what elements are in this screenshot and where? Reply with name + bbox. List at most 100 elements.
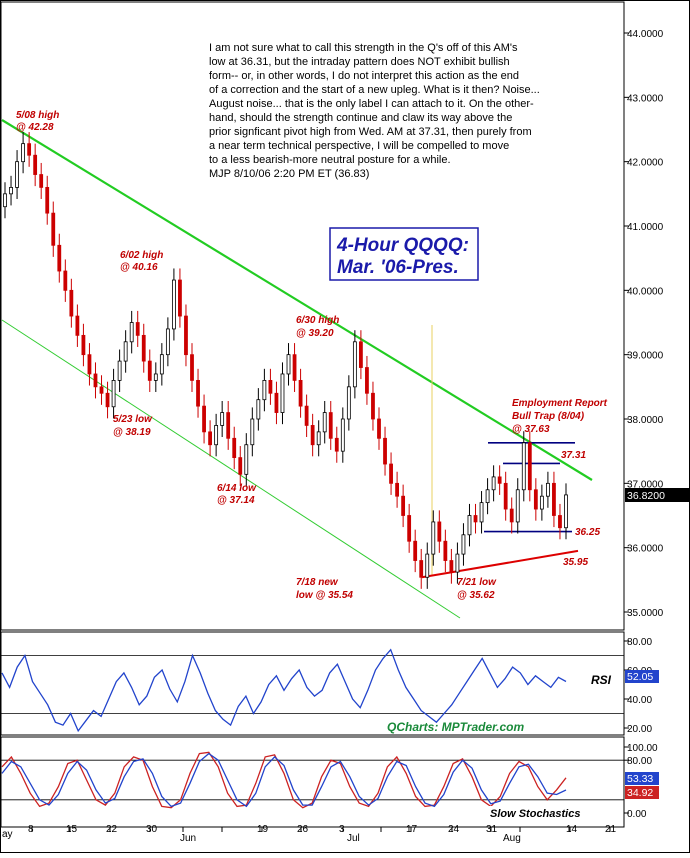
price-candle-body	[99, 386, 104, 394]
price-candle-body	[371, 392, 375, 420]
rsi-label: RSI	[591, 673, 612, 687]
annotation-label: low @ 35.54	[296, 590, 353, 601]
price-candle-body	[220, 412, 225, 426]
price-candle-body	[147, 360, 152, 381]
stoch-k-line	[1, 751, 567, 809]
x-axis-label: 21	[605, 824, 617, 835]
price-tick-label: 42.0000	[627, 158, 664, 169]
price-candle-body	[497, 476, 502, 484]
price-candle-body	[153, 373, 158, 381]
price-candle-body	[111, 379, 116, 408]
price-candle-body	[503, 482, 508, 510]
price-candle-body	[214, 425, 219, 446]
rsi-tick-label: 80.00	[627, 637, 652, 648]
price-panel	[0, 1, 625, 631]
price-candle-body	[93, 373, 98, 388]
price-candle-body	[51, 212, 56, 246]
price-candle-body	[407, 515, 412, 542]
price-candle-body	[268, 379, 273, 394]
annotation-label: 7/21 low	[457, 577, 497, 588]
price-candle-body	[533, 489, 538, 510]
price-candle-body	[334, 437, 339, 452]
price-tick-label: 41.0000	[627, 222, 664, 233]
price-candle-body	[135, 322, 140, 336]
level-label: 37.31	[561, 450, 586, 461]
x-axis-label: 3	[339, 824, 345, 835]
price-candle-body	[63, 270, 68, 291]
price-candle-body	[3, 193, 7, 208]
price-candle-body	[33, 154, 38, 175]
price-candle-body	[340, 418, 345, 452]
x-axis-label: 8	[28, 824, 34, 835]
annotation-label: 5/23 low	[113, 414, 153, 425]
price-candle-body	[123, 341, 128, 362]
title-frame	[329, 227, 479, 281]
channel-bottom-line	[1, 319, 461, 619]
grid-layer	[1, 655, 624, 801]
annotation-label: Employment Report	[512, 398, 608, 409]
x-axis-label: 14	[566, 824, 578, 835]
price-candle-body	[244, 444, 249, 475]
price-tick-label: 39.0000	[627, 351, 664, 362]
price-candle-body	[286, 354, 291, 375]
price-candle-body	[564, 494, 568, 529]
price-tick-label: 37.0000	[627, 479, 664, 490]
annotation-label: @ 42.28	[16, 122, 54, 133]
price-candle-body	[274, 392, 279, 413]
annotation-label: 6/02 high	[120, 250, 163, 261]
rsi-layer	[1, 648, 567, 733]
stoch-k-label: 53.33	[627, 773, 653, 785]
price-candle-body	[226, 412, 231, 439]
annotation-label: @ 35.62	[457, 590, 495, 601]
price-candle-body	[395, 482, 399, 497]
price-candle-body	[310, 425, 315, 446]
annotation-label: @ 37.14	[217, 495, 255, 506]
stoch-value-boxes: 53.33 34.92	[625, 772, 659, 799]
price-candle-body	[129, 322, 134, 343]
x-axis-label: 31	[486, 824, 498, 835]
price-candle-body	[377, 418, 381, 439]
commentary-line: low at 36.31, but the intraday pattern d…	[209, 56, 510, 68]
annotation-label: 6/14 low	[217, 483, 257, 494]
last-price-label: 36.8200	[627, 490, 665, 502]
price-candle-body	[558, 515, 562, 529]
commentary-line: hand, should the strength continue and c…	[209, 112, 512, 124]
x-axis-label: 24	[448, 824, 460, 835]
price-candle-body	[328, 412, 333, 439]
annotation-label: @ 37.63	[512, 424, 550, 435]
annotation-label: @ 39.20	[296, 328, 334, 339]
price-candle-body	[552, 482, 556, 516]
price-candle-body	[232, 437, 237, 458]
candles-layer	[3, 132, 568, 589]
price-candle-body	[485, 489, 490, 504]
price-candle-body	[9, 186, 13, 195]
x-axis-label: 26	[297, 824, 309, 835]
annotation-label: @ 40.16	[120, 262, 158, 273]
price-candle-body	[467, 515, 472, 536]
chart-subtitle: Mar. '06-Pres.	[337, 257, 459, 278]
title-box: 4-Hour QQQQ: Mar. '06-Pres.	[329, 227, 479, 281]
price-tick-label: 35.0000	[627, 608, 664, 619]
price-candle-body	[389, 463, 393, 484]
price-candle-body	[105, 392, 110, 408]
price-candle-body	[425, 553, 430, 578]
commentary-line: to a less bearish-more neutral posture f…	[209, 154, 451, 166]
price-candle-body	[304, 405, 309, 426]
price-candle-body	[196, 379, 200, 407]
price-candle-body	[208, 431, 212, 446]
price-candle-body	[280, 373, 285, 413]
annotations: 5/08 high @ 42.28 6/02 high @ 40.16 5/23…	[16, 110, 608, 601]
annotation-label: 6/30 high	[296, 315, 339, 326]
price-candle-body	[190, 354, 194, 381]
price-candle-body	[322, 412, 327, 433]
chart-title: 4-Hour QQQQ:	[336, 235, 469, 256]
price-tick-label: 43.0000	[627, 93, 664, 104]
channel-top-line	[1, 119, 593, 481]
price-candle-body	[527, 442, 532, 491]
price-candle-body	[117, 360, 122, 381]
price-candle-body	[238, 457, 243, 475]
price-candle-body	[449, 560, 454, 573]
price-candle-body	[359, 341, 363, 368]
price-candle-body	[346, 386, 351, 420]
